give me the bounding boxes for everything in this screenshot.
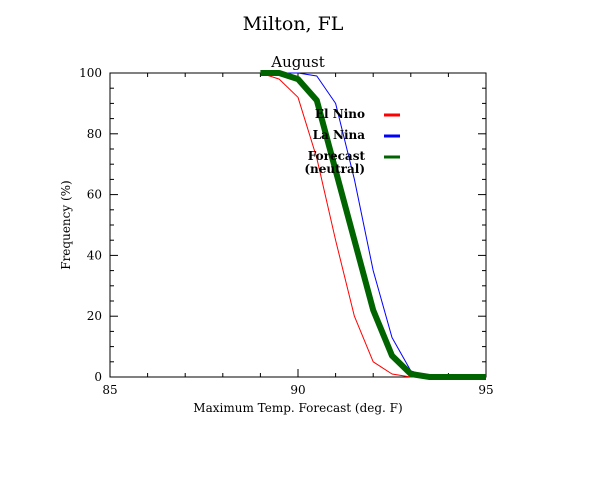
x-axis-label: Maximum Temp. Forecast (deg. F) [193,401,402,415]
y-tick-label: 80 [87,127,102,141]
chart-subtitle: August [270,53,324,71]
series-lines [260,70,486,380]
x-axis-ticks: 85 90 95 [102,73,494,397]
legend-label: Forecast [308,149,366,163]
plot-frame [109,72,487,378]
legend: El Nino La Nina Forecast(neutral) [304,107,400,176]
series-line-1 [260,72,486,378]
y-tick-label: 100 [79,66,102,80]
y-tick-label: 60 [87,188,102,202]
y-axis-label: Frequency (%) [59,180,73,269]
x-tick-label: 85 [102,383,117,397]
y-tick-label: 20 [87,309,102,323]
chart-title: Milton, FL [243,13,344,35]
series-line-3 [260,70,486,380]
y-axis-ticks: 0 20 40 60 80 100 [79,66,486,384]
legend-label: (neutral) [304,162,365,176]
x-tick-label: 90 [290,383,305,397]
legend-label: El Nino [315,107,365,121]
y-tick-label: 40 [87,248,102,262]
x-tick-label: 95 [478,383,493,397]
y-tick-label: 0 [94,370,102,384]
legend-label: La Nina [313,128,366,142]
